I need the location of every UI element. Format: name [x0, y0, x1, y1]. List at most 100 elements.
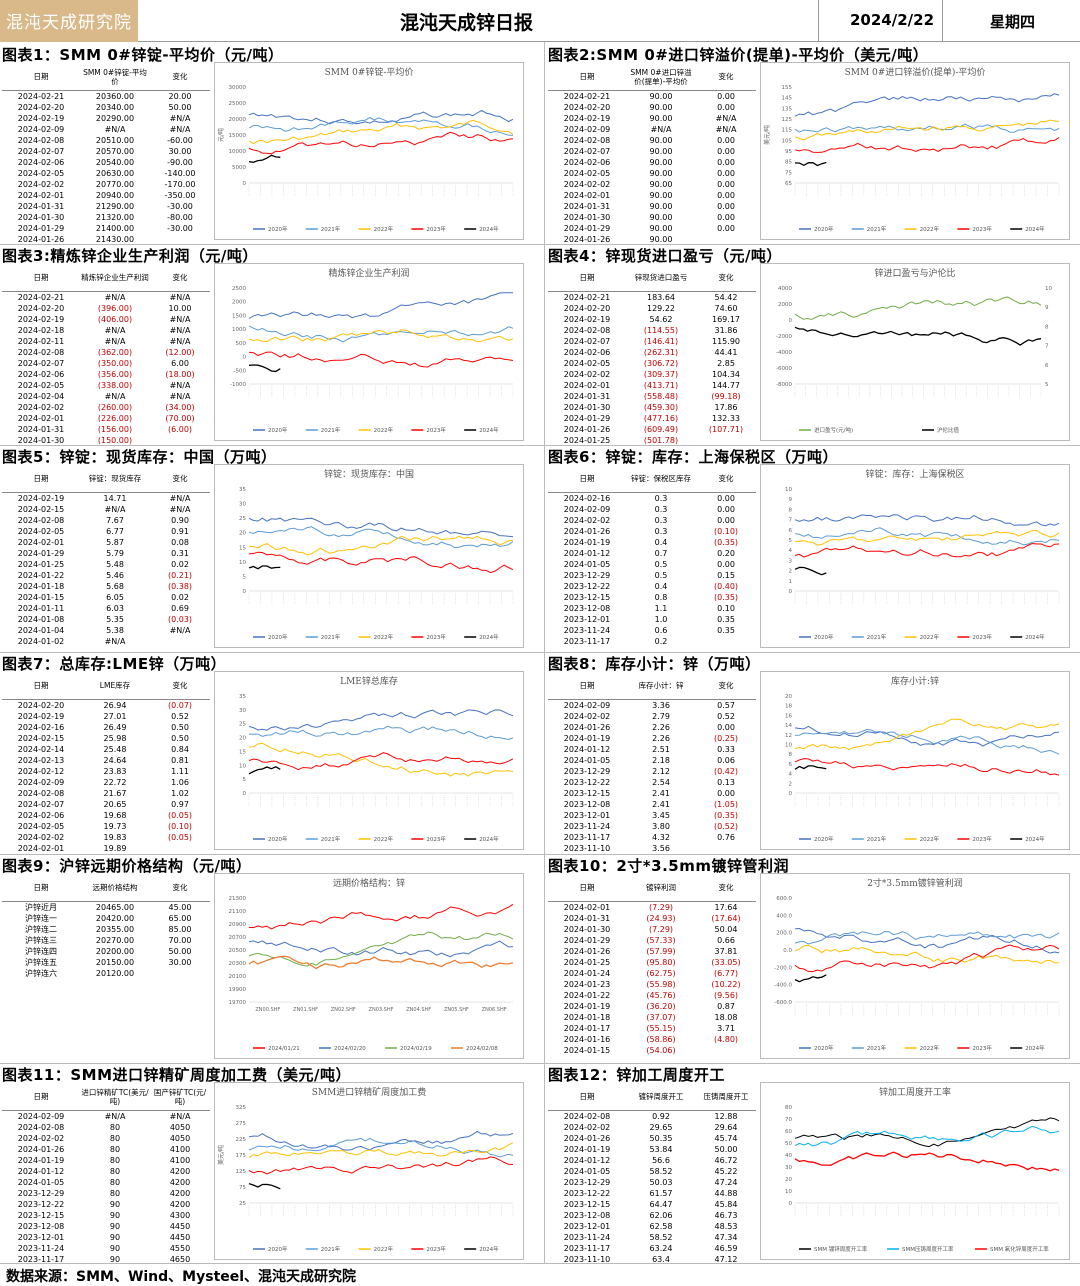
legend-entry: 2023年 — [972, 225, 992, 233]
table-row: 2024-02-16 0.3 0.00 — [563, 493, 735, 503]
panel-title: 图表7：总库存:LME锌（万吨） — [2, 655, 227, 673]
table-row: 2024-02-19 20290.00 #N/A — [17, 113, 191, 123]
y-tick-label: 35 — [239, 487, 246, 493]
table-row: 2024-01-15 (54.06) — [563, 1045, 676, 1055]
chart-legend: 2020年 2021年 2022年 2023年 2024年 — [253, 426, 499, 434]
table-row: 2024-01-26 0.3 (0.10) — [563, 526, 739, 536]
table-row: 2024-02-02 90.00 0.00 — [563, 179, 735, 189]
data-table: 日期 锌锭：保税区库存 变化 2024-02-16 0.3 0.00 2024-02-09 0… — [548, 466, 756, 647]
table-row: 2024-02-08 20510.00 -60.00 — [17, 135, 193, 145]
legend-entry: 2024年 — [479, 426, 499, 434]
chart: 锌锭：现货库存：中国 35 30 25 20 15 10 5 0 2020年 2021年 2022年 2… — [214, 464, 524, 648]
table-row: 2024-01-23 (55.98) (10.22) — [563, 979, 741, 989]
y-tick-label: 4 — [789, 548, 793, 554]
table-row: 2024-01-08 5.35 (0.03) — [17, 614, 193, 624]
y-axis-label: 美元/吨 — [217, 1145, 225, 1165]
table-row: 2024-02-01 (7.29) 17.64 — [563, 902, 738, 912]
y-tick-label: -1000 — [230, 382, 246, 388]
table-row: 2024-02-08 21.67 1.02 — [17, 788, 189, 798]
y-tick-label: 145 — [782, 96, 793, 102]
table-row: 沪锌连二 20355.00 85.00 — [25, 924, 192, 934]
panel-title: 图表9：沪锌远期价格结构（元/吨） — [2, 857, 252, 875]
table-row: 2024-02-15 #N/A #N/A — [17, 504, 191, 514]
table-row: 2024-02-09 #N/A #N/A — [17, 124, 191, 134]
table-row: 2024-01-26 (57.99) 37.81 — [563, 946, 738, 956]
chart: SMM 0#进口锌溢价(提单)-平均价 155 145 135 125 115 105 95 8… — [760, 62, 1070, 240]
legend-entry: 2024年 — [479, 225, 499, 233]
table-row: 沪锌连六 20120.00 — [25, 968, 135, 978]
table-row: 2024-01-31 21290.00 -30.00 — [17, 201, 193, 211]
table-row: 2023-12-15 90 4300 — [17, 1210, 191, 1220]
chart-legend: 2020年 2021年 2022年 2023年 2024年 — [253, 835, 499, 843]
table-row: 2024-02-20 90.00 0.00 — [563, 102, 735, 112]
table-row: 2024-02-02 (260.00) (34.00) — [17, 402, 195, 412]
data-table: 日期 锌现货进口盈亏 变化 2024-02-21 183.64 54.42 2024-02-… — [548, 265, 756, 445]
y-tick-label: 5 — [243, 574, 247, 580]
chart: 库存小计:锌 20 18 16 14 12 10 8 6 4 2 0 2020年 2021年 2022年 20… — [760, 671, 1070, 850]
table-row: 2023-11-17 90 4650 — [17, 1254, 191, 1264]
table-header: 变化 — [696, 64, 756, 91]
table-row: 2024-02-08 90.00 0.00 — [563, 135, 735, 145]
y-tick-label: 20500 — [229, 948, 247, 954]
chart-panel-4: 图表4：锌现货进口盈亏（元/吨） 日期 锌现货进口盈亏 变化 2024-02-21 183… — [548, 245, 1078, 445]
y-tick-label: 9 — [789, 497, 793, 503]
chart-panel-11: 图表11：SMM进口锌精矿周度加工费（美元/吨） 日期 进口锌精矿TC(美元/吨) 国… — [2, 1064, 532, 1264]
legend-entry: 2024年 — [479, 1245, 499, 1253]
y-tick-label: 25 — [239, 722, 246, 728]
y-tick-label: 8 — [789, 752, 793, 758]
table-row: 2024-02-18 #N/A #N/A — [17, 325, 191, 335]
y-tick-label: 18 — [785, 704, 792, 710]
legend-entry: 2020年 — [268, 1245, 288, 1253]
table-row: 2024-02-06 90.00 0.00 — [563, 157, 735, 167]
legend-entry: 2023年 — [972, 835, 992, 843]
table-row: 2024-02-01 (226.00) (70.00) — [17, 413, 195, 423]
y-right-tick-label: 6 — [1045, 363, 1049, 369]
table-row: 2024-02-09 22.72 1.06 — [17, 777, 189, 787]
table-row: 2024-02-07 90.00 0.00 — [563, 146, 735, 156]
y-tick-label: 2 — [789, 569, 793, 575]
legend-entry: 2021年 — [321, 835, 341, 843]
y-tick-label: 15 — [239, 545, 246, 551]
y-tick-label: 30 — [239, 708, 246, 714]
table-row: 2024-02-05 (306.72) 2.85 — [563, 358, 735, 368]
table-row: 沪锌连四 20200.00 50.00 — [25, 946, 192, 956]
logo: 混沌天成研究院 — [0, 0, 138, 42]
table-row: 2023-12-01 1.0 0.35 — [563, 614, 735, 624]
table-row: 2024-02-06 (262.31) 44.41 — [563, 347, 738, 357]
table-header: 库存小计：锌 — [626, 673, 696, 700]
table-header: 日期 — [2, 466, 80, 493]
data-table: 日期 库存小计：锌 变化 2024-02-09 3.36 0.57 2024-02-02 2.… — [548, 673, 756, 854]
y-tick-label: 40 — [785, 1153, 792, 1159]
y-tick-label: 20 — [239, 736, 246, 742]
table-row: 2024-01-26 2.26 0.00 — [563, 722, 735, 732]
y-tick-label: 5 — [789, 538, 793, 544]
table-row: 2024-02-16 26.49 0.50 — [17, 722, 189, 732]
table-row: 2024-02-01 20940.00 -350.00 — [17, 190, 196, 200]
legend-entry: 沪伦比值 — [937, 426, 960, 434]
table-row: 沪锌连一 20420.00 65.00 — [25, 913, 192, 923]
table-row: 2024-02-12 23.83 1.11 — [17, 766, 189, 776]
legend-entry: 2020年 — [814, 225, 834, 233]
table-row: 2024-01-30 (7.29) 50.04 — [563, 924, 738, 934]
data-table: 日期 远期价格结构 变化 沪锌近月 20465.00 45.00 沪锌连一 20420.00 6… — [2, 875, 210, 979]
table-row: 2024-02-19 54.62 169.17 — [563, 314, 740, 324]
table-row: 2024-02-08 7.67 0.90 — [17, 515, 189, 525]
chart-panel-8: 图表8：库存小计：锌（万吨） 日期 库存小计：锌 变化 2024-02-09 3.36 0.… — [548, 653, 1078, 854]
table-row: 2023-11-24 0.6 0.35 — [563, 625, 735, 635]
table-row: 2023-11-24 58.52 47.34 — [563, 1232, 738, 1242]
chart: 锌进口盈亏与沪伦比 4000 2000 0 -2000 -4000 -6000 -8000 10… — [760, 263, 1070, 441]
y-tick-label: 8 — [789, 507, 793, 513]
legend-entry: 2024/02/19 — [400, 1046, 432, 1052]
y-tick-label: 125 — [782, 117, 793, 123]
legend-entry: 2020年 — [268, 225, 288, 233]
panel-title: 图表4：锌现货进口盈亏（元/吨） — [548, 247, 782, 265]
chart-legend: 2020年 2021年 2022年 2023年 2024年 — [253, 1245, 499, 1253]
table-row: 2024-02-07 20570.00 30.00 — [17, 146, 192, 156]
y-tick-label: 2000 — [232, 300, 246, 306]
data-table: 日期 精炼锌企业生产利润 变化 2024-02-21 #N/A #N/A 2024-02-2… — [2, 265, 210, 445]
chart-title: SMM 0#锌锭-平均价 — [325, 66, 414, 78]
table-header: 日期 — [548, 466, 626, 493]
table-header: 国产锌矿TC(元/吨) — [150, 1084, 210, 1111]
table-row: 2024-02-21 90.00 0.00 — [563, 91, 735, 101]
table-header: 变化 — [696, 265, 756, 292]
